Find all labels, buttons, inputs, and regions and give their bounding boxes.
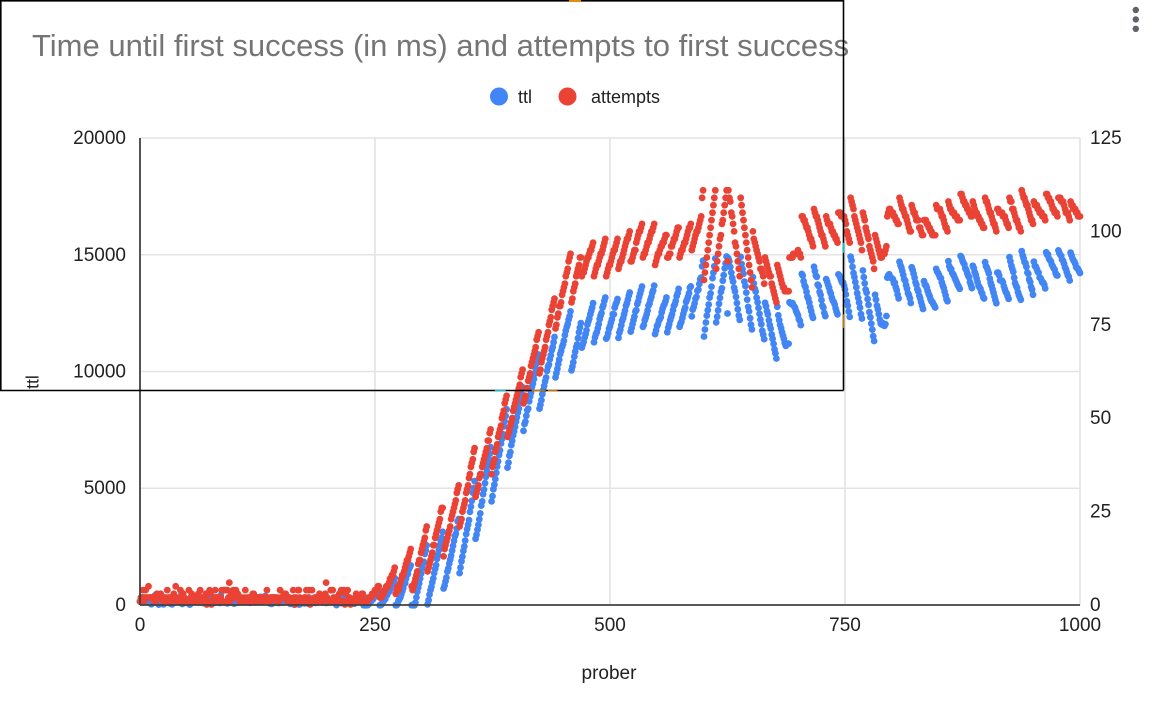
svg-text:1000: 1000: [1059, 615, 1101, 636]
svg-text:0: 0: [1090, 595, 1101, 616]
svg-text:10000: 10000: [73, 362, 126, 383]
svg-text:250: 250: [359, 615, 391, 636]
svg-text:20000: 20000: [73, 128, 126, 149]
svg-text:75: 75: [1090, 315, 1111, 336]
svg-text:125: 125: [1090, 128, 1122, 149]
svg-text:ttl: ttl: [518, 87, 532, 107]
svg-text:100: 100: [1090, 221, 1122, 242]
svg-text:0: 0: [115, 595, 126, 616]
svg-text:750: 750: [829, 615, 861, 636]
svg-text:5000: 5000: [84, 478, 126, 499]
svg-text:500: 500: [594, 615, 626, 636]
svg-text:Time until first success (in m: Time until first success (in ms) and att…: [32, 28, 849, 63]
svg-text:50: 50: [1090, 408, 1111, 429]
svg-text:25: 25: [1090, 502, 1111, 523]
svg-text:prober: prober: [582, 663, 638, 684]
svg-text:ttl: ttl: [23, 375, 43, 389]
svg-text:0: 0: [135, 615, 146, 636]
svg-text:15000: 15000: [73, 245, 126, 266]
svg-text:attempts: attempts: [591, 87, 660, 107]
